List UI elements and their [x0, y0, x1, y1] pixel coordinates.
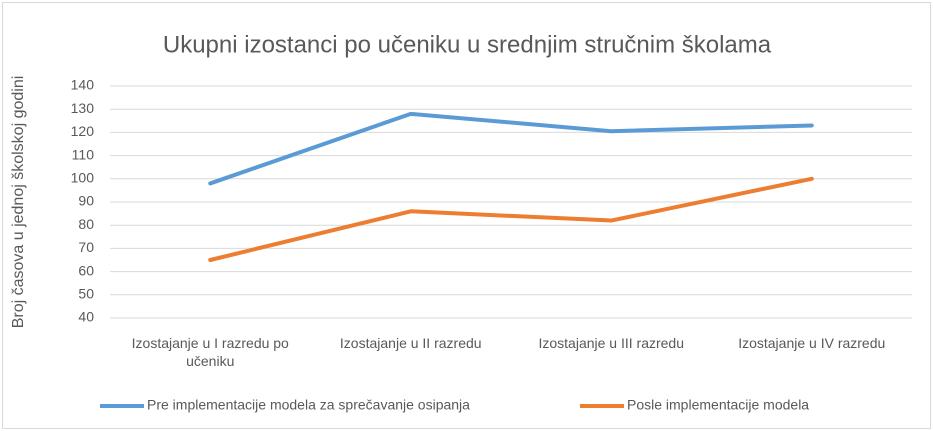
chart-title: Ukupni izostanci po učeniku u srednjim s…	[163, 31, 772, 58]
y-tick-label: 100	[71, 170, 95, 186]
y-tick-label: 40	[78, 309, 94, 325]
legend-label: Posle implementacije modela	[627, 397, 809, 413]
y-tick-label: 90	[78, 193, 94, 209]
y-tick-label: 70	[78, 239, 94, 255]
line-series	[208, 176, 814, 262]
y-tick-label: 50	[78, 286, 94, 302]
y-axis-label: Broj časova u jednoj školskoj godini	[10, 76, 27, 329]
y-tick-label: 80	[78, 216, 94, 232]
y-tick-label: 60	[78, 262, 94, 278]
legend-label: Pre implementacije modela za sprečavanje…	[147, 397, 470, 413]
y-tick-label: 120	[71, 123, 95, 139]
y-tick-label: 130	[71, 100, 95, 116]
x-tick-label: Izostajanje u I razredu po učeniku	[131, 335, 289, 369]
x-tick-label: Izostajanje u IV razredu	[738, 335, 886, 351]
line-series	[208, 111, 814, 186]
y-tick-label: 140	[71, 77, 95, 93]
y-tick-label: 110	[72, 146, 95, 162]
x-tick-label: Izostajanje u II razredu	[339, 335, 482, 351]
x-tick-label: Izostajanje u III razredu	[538, 335, 685, 351]
